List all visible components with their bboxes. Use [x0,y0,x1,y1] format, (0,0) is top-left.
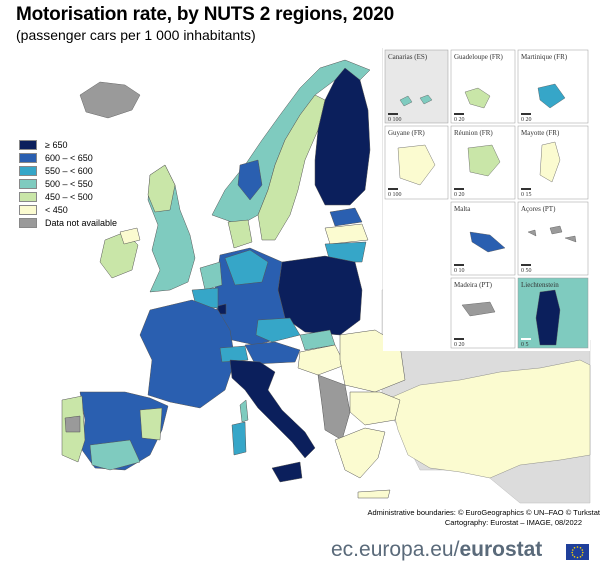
inset-madeira-label: Madeira (PT) [454,281,493,289]
legend-item: ≥ 650 [19,138,117,151]
legend-item: 500 – < 550 [19,177,117,190]
crete-region [357,489,391,499]
spain-south [89,439,141,471]
inset-mayotte: Mayotte (FR) 0 15 [517,125,589,200]
denmark-region [227,219,253,249]
latvia-region [324,223,369,245]
netherlands-region [199,261,223,291]
spain-east [139,407,163,441]
footer-url[interactable]: ec.europa.eu/eurostat [331,538,542,562]
inset-guyane-label: Guyane (FR) [388,129,425,137]
legend-label: 500 – < 550 [45,178,93,189]
credits: Administrative boundaries: © EuroGeograp… [367,508,600,528]
portugal-south [64,415,81,433]
inset-guyane: Guyane (FR) 0 100 [384,125,449,200]
legend-label: 550 – < 600 [45,165,93,176]
inset-madeira: Madeira (PT) 0 20 [450,277,516,349]
inset-malta-scale: 0 10 [454,268,465,274]
inset-martinique: Martinique (FR) 0 20 [517,49,589,124]
northern-ireland-region [119,227,141,245]
footer-brand: eurostat [459,538,543,561]
legend-item: Data not available [19,216,117,229]
sicily-region [271,461,303,483]
legend-label: Data not available [45,217,118,228]
czechia-region [255,317,301,343]
lithuania-region [324,241,367,263]
legend-label: 600 – < 650 [45,152,93,163]
inset-madeira-scale: 0 20 [454,342,465,348]
france-region [139,299,236,409]
austria-region [244,341,301,365]
legend-label: 450 – < 500 [45,191,93,202]
greece-region [334,427,386,479]
legend-label: ≥ 650 [45,139,68,150]
inset-guadeloupe-scale: 0 20 [454,117,465,123]
legend: ≥ 650 600 – < 650 550 – < 600 500 – < 55… [19,138,117,229]
legend-swatch [19,204,37,215]
inset-reunion: Réunion (FR) 0 20 [450,125,516,200]
hungary-region [297,344,346,376]
legend-item: < 450 [19,203,117,216]
inset-canarias-label: Canarias (ES) [388,53,428,61]
germany-north [224,249,269,286]
inset-martinique-label: Martinique (FR) [521,53,568,61]
inset-liechtenstein: Liechtenstein 0 5 [517,277,589,349]
finland-region [314,67,371,206]
legend-swatch [19,217,37,228]
inset-liechtenstein-scale: 0 5 [521,342,529,348]
inset-liechtenstein-label: Liechtenstein [521,281,559,289]
legend-item: 600 – < 650 [19,151,117,164]
inset-mayotte-label: Mayotte (FR) [521,129,560,137]
credits-cartography: Cartography: Eurostat – IMAGE, 08/2022 [444,518,582,527]
legend-swatch [19,139,37,150]
inset-reunion-label: Réunion (FR) [454,129,493,137]
inset-guadeloupe-label: Guadeloupe (FR) [454,53,503,61]
inset-acores: Açores (PT) 0 50 [517,201,589,276]
inset-acores-label: Açores (PT) [521,205,556,213]
inset-malta: Malta 0 10 [450,201,516,276]
eu-flag-icon [566,544,589,560]
inset-malta-label: Malta [454,205,471,213]
inset-guyane-scale: 0 100 [388,192,402,198]
italy-region [229,359,316,459]
sardinia-region [231,421,247,456]
inset-canarias-scale: 0 100 [388,117,402,123]
sweden-south [237,159,263,201]
switzerland-region [219,345,249,363]
corsica-region [239,399,249,423]
insets-panel: Canarias (ES) 0 100 Guadeloupe (FR) 0 20… [383,48,590,351]
legend-swatch [19,152,37,163]
legend-swatch [19,191,37,202]
legend-item: 550 – < 600 [19,164,117,177]
footer-domain: ec.europa.eu/ [331,538,460,561]
legend-swatch [19,178,37,189]
iceland-region [79,81,141,119]
inset-guadeloupe: Guadeloupe (FR) 0 20 [450,49,516,124]
scotland-region [147,164,176,213]
legend-label: < 450 [45,204,68,215]
inset-acores-scale: 0 50 [521,268,532,274]
map-title: Motorisation rate, by NUTS 2 regions, 20… [16,4,395,25]
turkey-land [389,359,591,479]
inset-martinique-scale: 0 20 [521,117,532,123]
inset-mayotte-scale: 0 15 [521,192,532,198]
map-subtitle: (passenger cars per 1 000 inhabitants) [16,27,256,43]
credits-boundaries: Administrative boundaries: © EuroGeograp… [367,508,600,517]
legend-swatch [19,165,37,176]
legend-item: 450 – < 500 [19,190,117,203]
inset-reunion-scale: 0 20 [454,192,465,198]
inset-canarias: Canarias (ES) 0 100 [384,49,449,124]
estonia-region [329,207,363,227]
